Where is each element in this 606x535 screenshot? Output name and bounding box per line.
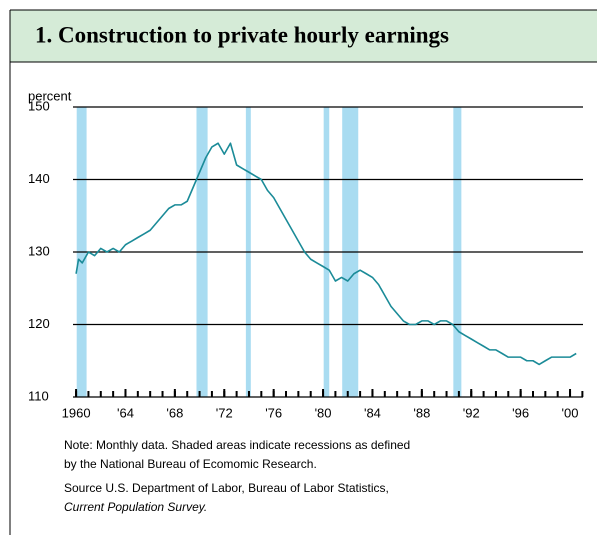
x-tick-label: '88 — [413, 405, 430, 420]
x-tick-label: '68 — [166, 405, 183, 420]
x-tick-label: '64 — [117, 405, 134, 420]
header-band — [10, 10, 597, 62]
y-tick-label: 130 — [28, 243, 50, 258]
x-tick-label: '80 — [315, 405, 332, 420]
note-text: Note: Monthly data. Shaded areas indicat… — [64, 438, 410, 452]
y-tick-label: 110 — [28, 388, 49, 403]
x-tick-label: '96 — [512, 405, 529, 420]
x-tick-label: '72 — [216, 405, 233, 420]
data-line — [75, 142, 577, 366]
x-tick-label: '92 — [463, 405, 480, 420]
note-text: by the National Bureau of Ecomomic Resea… — [64, 457, 317, 471]
note-text: Source U.S. Department of Labor, Bureau … — [64, 481, 389, 495]
y-tick-label: 150 — [28, 98, 50, 113]
y-axis-label: percent — [28, 88, 72, 103]
x-tick-label: '84 — [364, 405, 381, 420]
x-tick-label: '00 — [562, 405, 579, 420]
y-tick-label: 120 — [28, 316, 50, 331]
x-tick-label: '76 — [265, 405, 282, 420]
x-tick-label: 1960 — [62, 405, 91, 420]
note-text: Current Population Survey. — [64, 500, 207, 514]
y-tick-label: 140 — [28, 171, 50, 186]
chart-title: 1. Construction to private hourly earnin… — [35, 22, 449, 47]
